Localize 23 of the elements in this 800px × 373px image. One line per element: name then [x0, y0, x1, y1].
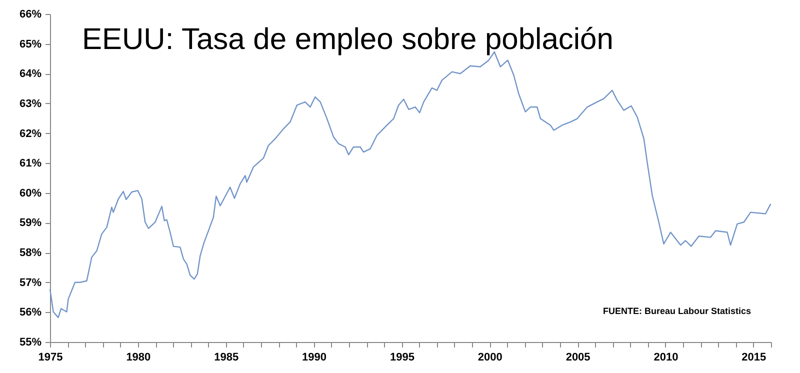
y-tick-label: 65%: [19, 38, 42, 50]
x-tick-label: 1985: [214, 352, 239, 364]
y-tick-label: 66%: [19, 8, 42, 20]
y-tick-label: 63%: [19, 98, 42, 110]
y-tick-label: 61%: [19, 158, 42, 170]
x-tick-label: 1995: [390, 352, 414, 364]
annotation: FUENTE: Bureau Labour Statistics: [602, 306, 751, 316]
y-tick-label: 62%: [19, 128, 42, 140]
y-tick-label: 58%: [19, 247, 42, 260]
x-tick-label: 2010: [654, 352, 678, 364]
chart-title: EEUU: Tasa de empleo sobre población: [82, 23, 614, 56]
x-tick-label: 1990: [302, 352, 327, 364]
y-tick-label: 55%: [19, 336, 42, 348]
x-tick-label: 1980: [126, 352, 151, 364]
y-tick-label: 57%: [19, 276, 42, 289]
x-tick-label: 1975: [38, 352, 63, 364]
y-tick-label: 64%: [19, 68, 42, 80]
y-tick-label: 60%: [19, 187, 42, 200]
y-tick-label: 59%: [19, 217, 42, 230]
x-tick-label: 2015: [742, 352, 766, 364]
x-tick-label: 2005: [566, 352, 590, 364]
y-tick-label: 56%: [19, 306, 42, 319]
x-tick-label: 2000: [478, 352, 502, 364]
